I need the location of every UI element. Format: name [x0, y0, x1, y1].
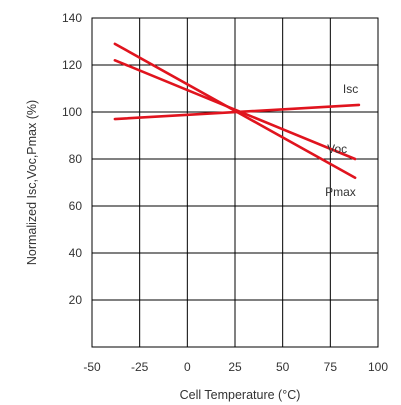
y-tick-label: 140 [62, 11, 82, 25]
x-axis-label: Cell Temperature (°C) [180, 388, 301, 402]
series-line-pmax [113, 42, 357, 180]
y-tick-label: 80 [69, 152, 83, 166]
y-axis-label: Normalized Isc,Voc,Pmax (%) [25, 100, 39, 265]
series-label-pmax: Pmax [325, 185, 356, 199]
x-tick-label: 75 [324, 360, 338, 374]
x-tick-label: 100 [368, 360, 388, 374]
series-layer [113, 42, 361, 180]
y-tick-label: 40 [69, 246, 83, 260]
x-tick-label: 0 [184, 360, 191, 374]
tick-labels: -50 -25 0 25 50 75 100 20 40 60 80 100 120 140 [62, 11, 388, 374]
series-labels: Isc Voc Pmax [325, 82, 358, 199]
series-label-voc: Voc [327, 142, 347, 156]
x-tick-label: 50 [276, 360, 290, 374]
x-tick-label: -50 [83, 360, 101, 374]
y-tick-label: 100 [62, 105, 82, 119]
y-tick-label: 60 [69, 199, 83, 213]
series-label-isc: Isc [343, 82, 358, 96]
x-tick-label: 25 [228, 360, 242, 374]
y-tick-label: 120 [62, 58, 82, 72]
plot-frame [91, 17, 379, 348]
x-tick-label: -25 [131, 360, 149, 374]
y-tick-label: 20 [69, 293, 83, 307]
